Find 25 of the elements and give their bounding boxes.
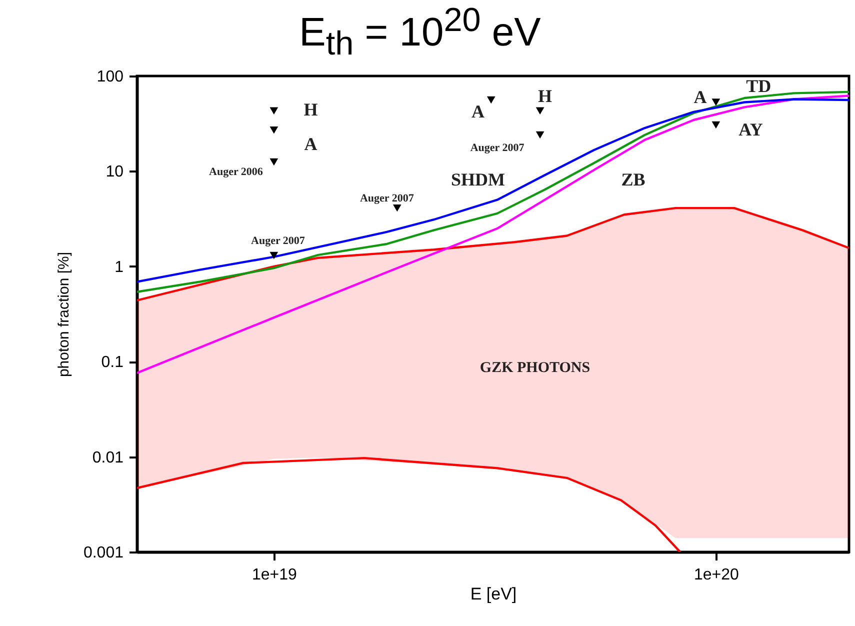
annotation: ZB [621,170,646,190]
x-tick-label: 1e+19 [252,566,298,584]
y-tick-label: 0.1 [101,354,124,372]
annotation: Auger 2007 [360,192,414,204]
y-tick-label: 0.01 [92,449,124,466]
annotation: TD [746,76,772,96]
annotation: GZK PHOTONS [480,360,590,376]
x-axis-title: E [eV] [470,584,517,604]
annotation: Auger 2006 [209,166,264,178]
y-tick-label: 0.001 [83,544,124,562]
annotation: AY [738,119,763,140]
annotation: Auger 2007 [470,142,525,154]
annotation: A [472,102,485,122]
chart-title: E$_{th}$ = 10$^{20}$ eV [298,2,542,64]
y-axis-title: photon fraction [%] [55,252,72,378]
annotation: A [304,134,318,154]
y-tick-label: 1 [114,258,124,276]
y-tick-label: 100 [96,68,124,86]
x-tick-label: 1e+20 [694,566,740,584]
y-tick-label: 10 [106,164,124,181]
annotation: A [694,86,707,107]
annotation: Auger 2007 [251,235,306,248]
annotation: SHDM [451,170,506,190]
annotation: H [304,100,318,120]
annotation: H [538,86,552,106]
